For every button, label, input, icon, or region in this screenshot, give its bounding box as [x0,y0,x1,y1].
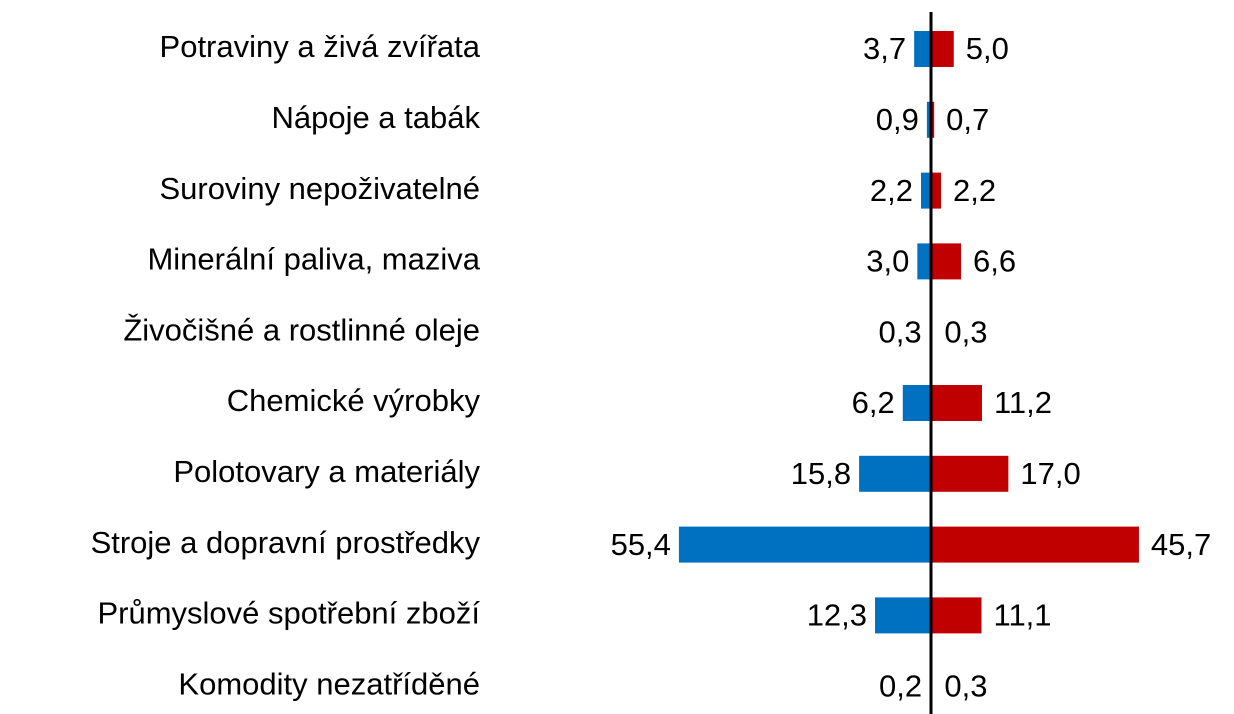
category-label: Potraviny a živá zvířata [160,29,481,64]
value-label: 11,2 [994,385,1052,420]
category-label: Minerální paliva, maziva [147,242,480,277]
bar [875,597,931,634]
value-label: 0,3 [944,668,987,703]
value-label: 0,2 [879,668,922,703]
bar [931,243,962,280]
bar [859,455,931,492]
category-label: Polotovary a materiály [173,454,480,489]
bar [914,31,931,67]
value-label: 5,0 [966,31,1009,66]
bar [678,526,931,563]
value-label: 11,1 [994,598,1052,633]
category-label: Chemické výrobky [227,383,481,418]
value-label: 2,2 [953,173,996,208]
value-label: 12,3 [807,598,867,633]
value-label: 3,7 [863,31,906,66]
value-label: 0,3 [944,314,987,349]
bar [926,101,931,138]
category-label: Živočišné a rostlinné oleje [123,312,480,347]
bar [931,526,1139,563]
bar [931,455,1009,492]
value-label: 0,3 [879,314,922,349]
category-label: Suroviny nepoživatelné [159,171,480,206]
bar [920,172,931,209]
value-label: 0,9 [876,102,919,137]
value-label: 55,4 [611,527,671,562]
category-label: Komodity nezatříděné [178,666,480,701]
value-label: 6,6 [973,244,1016,279]
bar [931,172,942,209]
value-label: 45,7 [1151,527,1211,562]
value-label: 3,0 [866,244,909,279]
bar [917,243,931,280]
bar [931,31,954,67]
value-label: 0,7 [946,102,989,137]
category-label: Stroje a dopravní prostředky [91,525,481,560]
value-label: 6,2 [852,385,895,420]
category-label: Nápoje a tabák [271,100,480,135]
bar [931,101,935,138]
bar [931,385,982,421]
value-label: 17,0 [1020,456,1080,491]
bar [902,385,931,421]
category-label: Průmyslové spotřební zboží [97,596,480,631]
value-label: 2,2 [870,173,913,208]
bar [931,597,982,634]
value-label: 15,8 [791,456,851,491]
